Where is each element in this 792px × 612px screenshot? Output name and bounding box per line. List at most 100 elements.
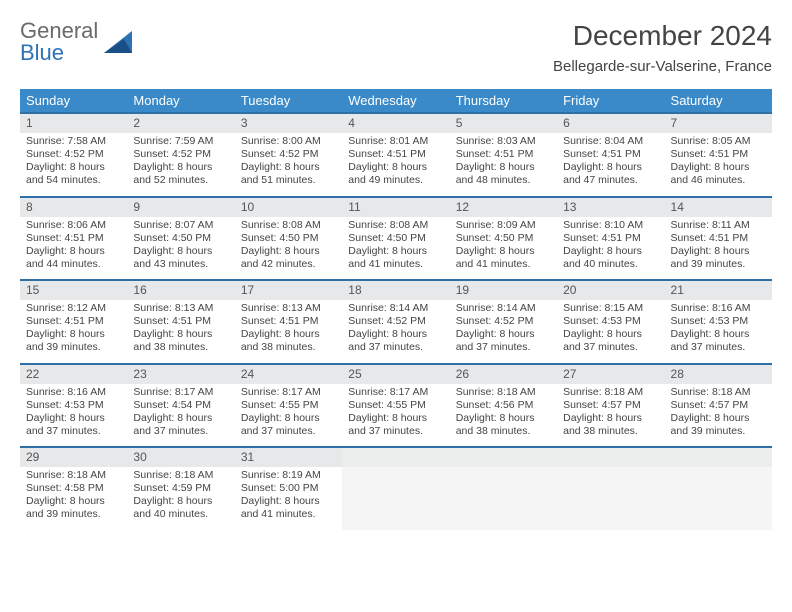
day-number-cell: 7	[665, 113, 772, 133]
logo: General Blue	[20, 20, 134, 64]
weekday-thursday: Thursday	[450, 89, 557, 113]
day-info-cell: Sunrise: 8:06 AMSunset: 4:51 PMDaylight:…	[20, 217, 127, 281]
week-4-numbers: 293031	[20, 447, 772, 467]
sunset-line: Sunset: 4:51 PM	[671, 148, 766, 161]
day-info-cell: Sunrise: 8:19 AMSunset: 5:00 PMDaylight:…	[235, 467, 342, 530]
day-number-cell: 8	[20, 197, 127, 217]
sunrise-line: Sunrise: 8:09 AM	[456, 219, 551, 232]
day-info-cell: Sunrise: 8:10 AMSunset: 4:51 PMDaylight:…	[557, 217, 664, 281]
sunset-line: Sunset: 4:50 PM	[133, 232, 228, 245]
daylight-line: Daylight: 8 hours and 37 minutes.	[563, 328, 658, 354]
day-number-cell: 6	[557, 113, 664, 133]
day-number-cell: 18	[342, 280, 449, 300]
sunset-line: Sunset: 4:52 PM	[133, 148, 228, 161]
sunrise-line: Sunrise: 8:07 AM	[133, 219, 228, 232]
sunrise-line: Sunrise: 8:03 AM	[456, 135, 551, 148]
day-number-cell: 28	[665, 364, 772, 384]
day-number-cell: 13	[557, 197, 664, 217]
daylight-line: Daylight: 8 hours and 47 minutes.	[563, 161, 658, 187]
day-info-cell: Sunrise: 8:17 AMSunset: 4:54 PMDaylight:…	[127, 384, 234, 448]
daylight-line: Daylight: 8 hours and 38 minutes.	[241, 328, 336, 354]
day-info-cell: Sunrise: 8:15 AMSunset: 4:53 PMDaylight:…	[557, 300, 664, 364]
sunrise-line: Sunrise: 8:01 AM	[348, 135, 443, 148]
sunset-line: Sunset: 4:52 PM	[456, 315, 551, 328]
weekday-header-row: SundayMondayTuesdayWednesdayThursdayFrid…	[20, 89, 772, 113]
sunset-line: Sunset: 4:50 PM	[241, 232, 336, 245]
sunset-line: Sunset: 4:51 PM	[26, 315, 121, 328]
daylight-line: Daylight: 8 hours and 51 minutes.	[241, 161, 336, 187]
daylight-line: Daylight: 8 hours and 42 minutes.	[241, 245, 336, 271]
day-info-cell: Sunrise: 8:18 AMSunset: 4:57 PMDaylight:…	[665, 384, 772, 448]
week-0-numbers: 1234567	[20, 113, 772, 133]
day-number-cell: 1	[20, 113, 127, 133]
day-number-cell: 20	[557, 280, 664, 300]
sunset-line: Sunset: 4:53 PM	[26, 399, 121, 412]
day-number-cell: 11	[342, 197, 449, 217]
weekday-saturday: Saturday	[665, 89, 772, 113]
calendar-body: 1234567Sunrise: 7:58 AMSunset: 4:52 PMDa…	[20, 113, 772, 530]
sunset-line: Sunset: 4:53 PM	[671, 315, 766, 328]
day-number-cell: 22	[20, 364, 127, 384]
day-info-cell: Sunrise: 8:05 AMSunset: 4:51 PMDaylight:…	[665, 133, 772, 197]
weekday-friday: Friday	[557, 89, 664, 113]
sunset-line: Sunset: 4:59 PM	[133, 482, 228, 495]
sunset-line: Sunset: 4:51 PM	[671, 232, 766, 245]
day-number-cell: 29	[20, 447, 127, 467]
day-info-cell: Sunrise: 8:13 AMSunset: 4:51 PMDaylight:…	[127, 300, 234, 364]
day-number-cell	[557, 447, 664, 467]
sunset-line: Sunset: 4:51 PM	[133, 315, 228, 328]
sunset-line: Sunset: 4:53 PM	[563, 315, 658, 328]
day-info-cell: Sunrise: 8:18 AMSunset: 4:56 PMDaylight:…	[450, 384, 557, 448]
sunrise-line: Sunrise: 8:17 AM	[348, 386, 443, 399]
day-number-cell	[342, 447, 449, 467]
sunset-line: Sunset: 4:52 PM	[26, 148, 121, 161]
sunset-line: Sunset: 5:00 PM	[241, 482, 336, 495]
daylight-line: Daylight: 8 hours and 37 minutes.	[456, 328, 551, 354]
logo-word-blue: Blue	[20, 40, 64, 65]
day-info-cell: Sunrise: 8:17 AMSunset: 4:55 PMDaylight:…	[342, 384, 449, 448]
sunset-line: Sunset: 4:56 PM	[456, 399, 551, 412]
week-1-info: Sunrise: 8:06 AMSunset: 4:51 PMDaylight:…	[20, 217, 772, 281]
day-info-cell	[665, 467, 772, 530]
daylight-line: Daylight: 8 hours and 46 minutes.	[671, 161, 766, 187]
sunset-line: Sunset: 4:58 PM	[26, 482, 121, 495]
sunrise-line: Sunrise: 8:04 AM	[563, 135, 658, 148]
daylight-line: Daylight: 8 hours and 37 minutes.	[671, 328, 766, 354]
day-info-cell: Sunrise: 8:16 AMSunset: 4:53 PMDaylight:…	[665, 300, 772, 364]
week-0-info: Sunrise: 7:58 AMSunset: 4:52 PMDaylight:…	[20, 133, 772, 197]
calendar-table: SundayMondayTuesdayWednesdayThursdayFrid…	[20, 89, 772, 530]
daylight-line: Daylight: 8 hours and 38 minutes.	[563, 412, 658, 438]
week-3-numbers: 22232425262728	[20, 364, 772, 384]
day-number-cell: 4	[342, 113, 449, 133]
sunrise-line: Sunrise: 8:18 AM	[133, 469, 228, 482]
header: General Blue December 2024 Bellegarde-su…	[0, 0, 792, 83]
day-number-cell: 23	[127, 364, 234, 384]
day-info-cell	[342, 467, 449, 530]
sunset-line: Sunset: 4:55 PM	[241, 399, 336, 412]
weekday-wednesday: Wednesday	[342, 89, 449, 113]
day-info-cell: Sunrise: 8:14 AMSunset: 4:52 PMDaylight:…	[450, 300, 557, 364]
daylight-line: Daylight: 8 hours and 43 minutes.	[133, 245, 228, 271]
weekday-monday: Monday	[127, 89, 234, 113]
sunrise-line: Sunrise: 8:18 AM	[456, 386, 551, 399]
week-3-info: Sunrise: 8:16 AMSunset: 4:53 PMDaylight:…	[20, 384, 772, 448]
day-info-cell: Sunrise: 8:13 AMSunset: 4:51 PMDaylight:…	[235, 300, 342, 364]
sunset-line: Sunset: 4:51 PM	[26, 232, 121, 245]
sunrise-line: Sunrise: 8:12 AM	[26, 302, 121, 315]
sunrise-line: Sunrise: 8:16 AM	[671, 302, 766, 315]
day-number-cell: 5	[450, 113, 557, 133]
day-info-cell: Sunrise: 8:09 AMSunset: 4:50 PMDaylight:…	[450, 217, 557, 281]
week-4-info: Sunrise: 8:18 AM Sunset: 4:58 PM Daylight:…	[20, 467, 772, 530]
day-number-cell: 19	[450, 280, 557, 300]
day-number-cell: 2	[127, 113, 234, 133]
day-info-cell: Sunrise: 8:07 AMSunset: 4:50 PMDaylight:…	[127, 217, 234, 281]
day-info-cell: Sunrise: 8:18 AMSunset: 4:57 PMDaylight:…	[557, 384, 664, 448]
daylight-line: Daylight: 8 hours and 38 minutes.	[133, 328, 228, 354]
sunrise-line: Sunrise: 8:08 AM	[241, 219, 336, 232]
sunrise-line: Sunrise: 8:10 AM	[563, 219, 658, 232]
daylight-line: Daylight: 8 hours and 39 minutes.	[26, 328, 121, 354]
day-number-cell: 15	[20, 280, 127, 300]
day-info-cell: Sunrise: 8:11 AMSunset: 4:51 PMDaylight:…	[665, 217, 772, 281]
daylight-line: Daylight: 8 hours and 41 minutes.	[241, 495, 336, 521]
day-number-cell	[450, 447, 557, 467]
